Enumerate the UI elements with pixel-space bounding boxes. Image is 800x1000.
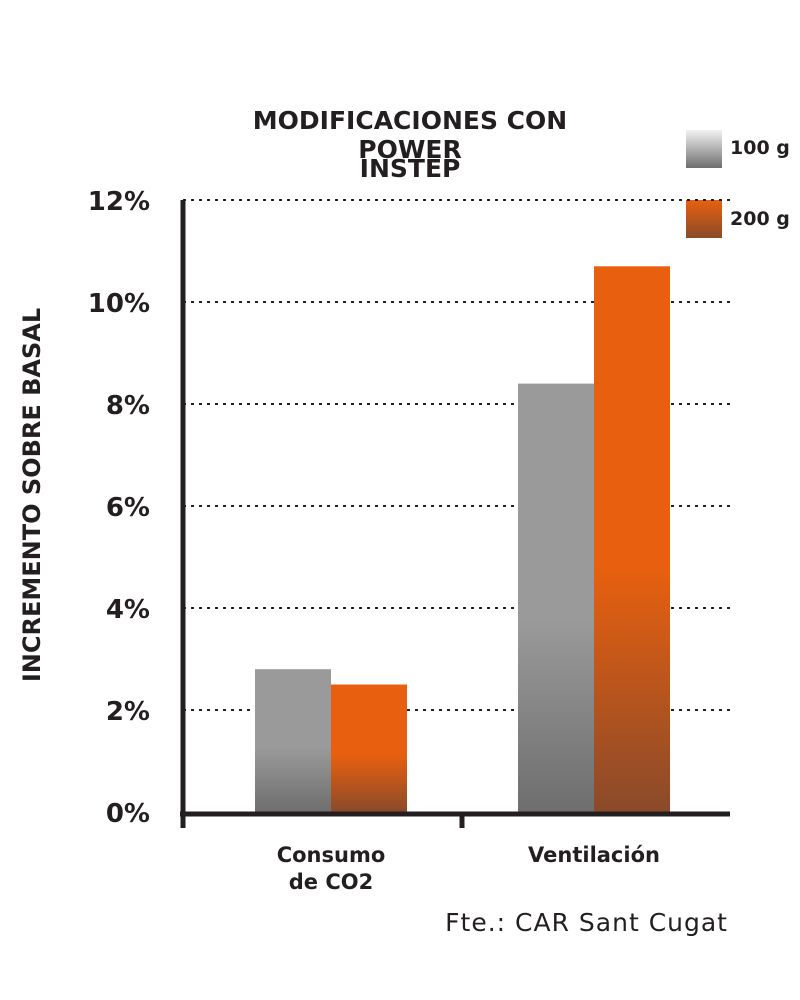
axes <box>180 200 730 828</box>
chart-title-line-2: INSTEP <box>359 154 461 183</box>
source-note: Fte.: CAR Sant Cugat <box>445 908 728 937</box>
y-tick-labels: 0% 2% 4% 6% 8% 10% 12% <box>88 187 150 829</box>
bar-consumo-de-co2-100-g <box>255 669 331 812</box>
y-tick-10: 10% <box>88 289 150 319</box>
x-tick-ventilaci-n: Ventilación <box>528 843 660 867</box>
bar-consumo-de-co2-200-g <box>331 684 407 812</box>
legend-swatch-200g <box>686 200 722 238</box>
y-tick-2: 2% <box>106 697 150 727</box>
y-tick-12: 12% <box>88 187 150 217</box>
x-tick-de-co2: de CO2 <box>289 870 373 894</box>
y-tick-6: 6% <box>106 493 150 523</box>
x-tick-consumo: Consumo <box>277 843 386 867</box>
x-tick-labels: Consumo de CO2 Ventilación <box>277 843 660 894</box>
bars <box>255 266 670 812</box>
legend-swatch-100g <box>686 130 722 168</box>
y-tick-8: 8% <box>106 391 150 421</box>
chart-title-line-1: MODIFICACIONES CON POWER <box>252 106 568 164</box>
y-tick-0: 0% <box>106 799 150 829</box>
gridlines <box>183 199 730 711</box>
y-tick-4: 4% <box>106 595 150 625</box>
bar-ventilaci-n-100-g <box>518 383 594 812</box>
legend-label-200g: 200 g <box>730 208 790 230</box>
bar-ventilaci-n-200-g <box>594 266 670 812</box>
legend-label-100g: 100 g <box>730 137 790 159</box>
